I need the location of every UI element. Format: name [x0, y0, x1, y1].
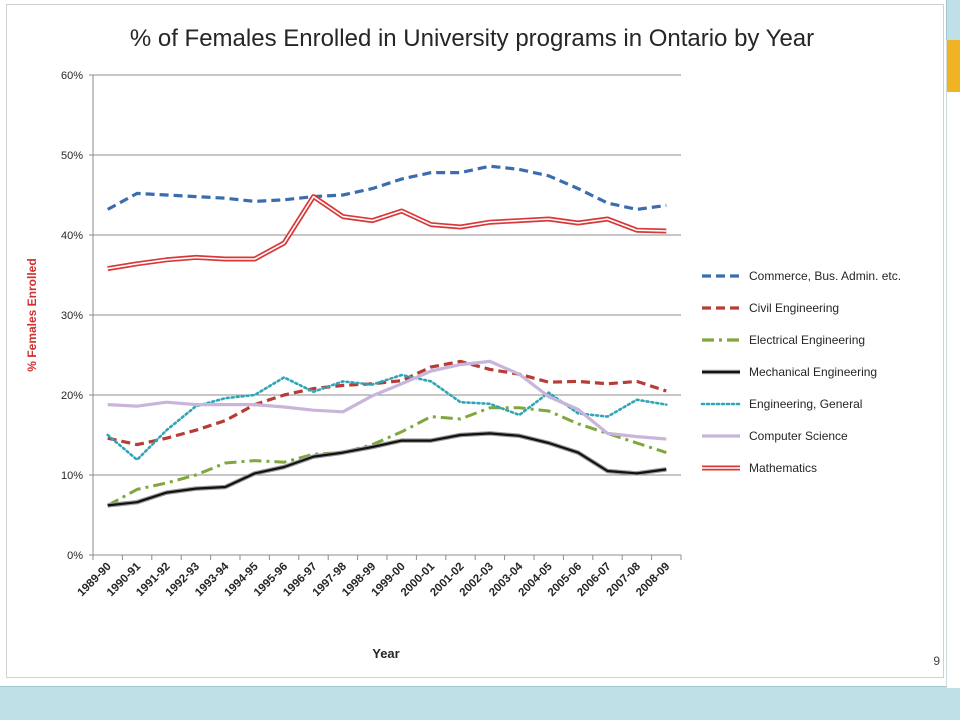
- legend-item-electrical-engineering: Electrical Engineering: [702, 333, 865, 347]
- legend-label: Mathematics: [749, 461, 817, 475]
- series-mathematics: [107, 194, 667, 272]
- series-computer-science: [107, 359, 667, 441]
- legend-item-mechanical-engineering: Mechanical Engineering: [702, 365, 877, 379]
- series-layer: [106, 164, 668, 508]
- legend-label: Engineering, General: [749, 397, 862, 411]
- series-line-inner: [107, 195, 667, 270]
- series-civil-engineering: [107, 359, 667, 447]
- y-tick-label: 60%: [61, 70, 83, 82]
- y-tick-label: 40%: [61, 230, 83, 242]
- y-tick-label: 20%: [61, 390, 83, 402]
- legend-item-mathematics: Mathematics: [702, 461, 817, 475]
- axes: 0%10%20%30%40%50%60%1989-901990-911991-9…: [61, 70, 682, 599]
- slide: % of Females Enrolled in University prog…: [0, 0, 947, 687]
- x-axis-label: Year: [372, 646, 399, 661]
- legend: Commerce, Bus. Admin. etc. Civil Engineer…: [700, 269, 901, 475]
- y-tick-label: 0%: [67, 550, 83, 562]
- legend-item-computer-science: Computer Science: [702, 429, 848, 443]
- series-line: [107, 432, 667, 507]
- legend-item-commerce-bus-admin-etc: Commerce, Bus. Admin. etc.: [702, 269, 901, 283]
- chart-title: % of Females Enrolled in University prog…: [130, 25, 814, 52]
- series-commerce-bus-admin-etc: [106, 164, 667, 211]
- y-tick-label: 30%: [61, 310, 83, 322]
- legend-label: Electrical Engineering: [749, 333, 865, 347]
- series-line: [106, 373, 668, 462]
- legend-label: Civil Engineering: [749, 301, 839, 315]
- series-line: [106, 406, 667, 507]
- right-accent-bar: [946, 40, 960, 688]
- line-chart: % of Females Enrolled in University prog…: [25, 25, 901, 661]
- legend-item-engineering-general: Engineering, General: [700, 397, 862, 411]
- legend-label: Mechanical Engineering: [749, 365, 877, 379]
- legend-label: Computer Science: [749, 429, 848, 443]
- accent-gold-block: [947, 40, 960, 92]
- series-line: [107, 359, 667, 441]
- page-number: 9: [933, 654, 940, 668]
- y-axis-label: % Females Enrolled: [25, 258, 39, 371]
- series-line: [106, 164, 667, 211]
- legend-item-civil-engineering: Civil Engineering: [702, 301, 839, 315]
- chart-frame: [6, 4, 944, 678]
- y-tick-label: 10%: [61, 470, 83, 482]
- legend-label: Commerce, Bus. Admin. etc.: [749, 269, 901, 283]
- gridlines: [93, 74, 681, 476]
- series-mechanical-engineering: [107, 431, 667, 508]
- series-engineering-general: [106, 373, 668, 462]
- series-electrical-engineering: [106, 406, 667, 507]
- series-line: [107, 359, 667, 447]
- y-tick-label: 50%: [61, 150, 83, 162]
